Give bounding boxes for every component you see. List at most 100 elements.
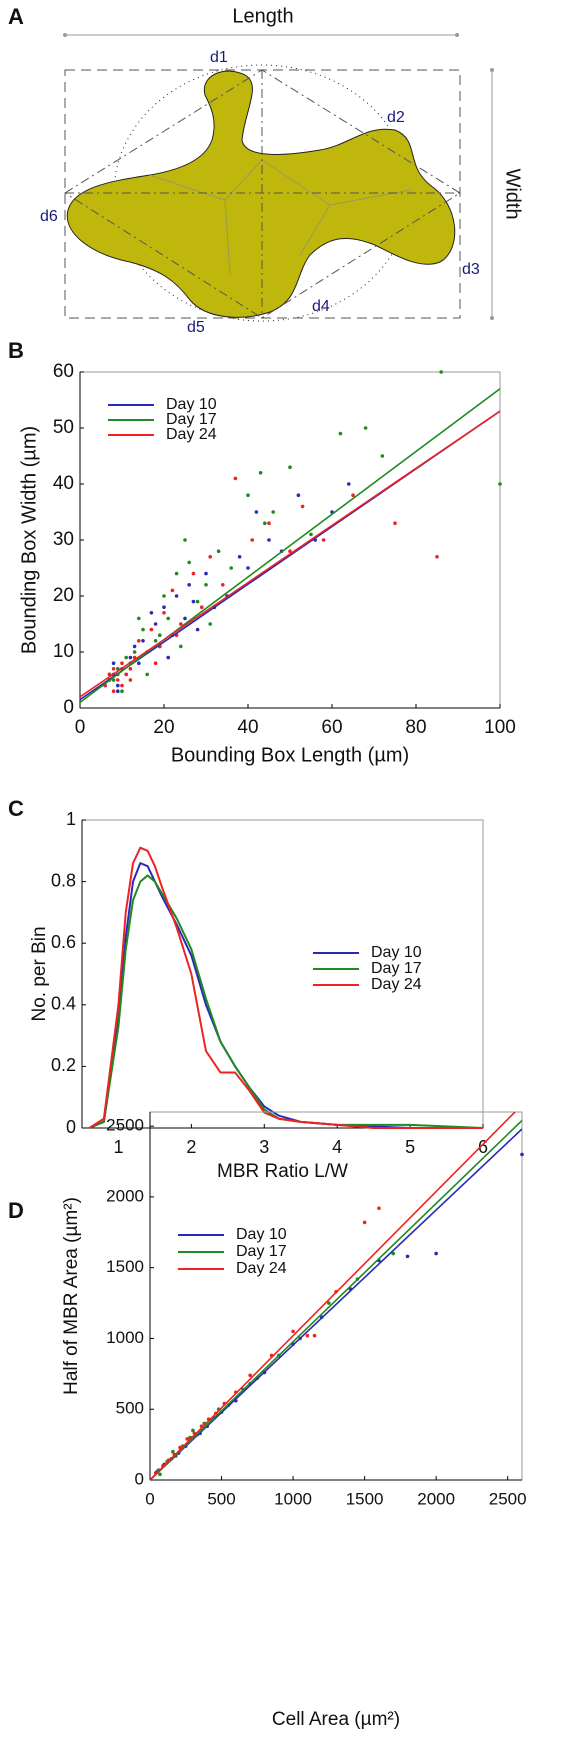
y-tick-label: 0.6 xyxy=(51,932,76,952)
legend-label: Day 17 xyxy=(236,1243,287,1260)
point xyxy=(246,566,250,570)
point xyxy=(166,655,170,660)
skeleton xyxy=(149,159,411,276)
point xyxy=(187,583,191,587)
point xyxy=(170,588,175,593)
fit-line xyxy=(150,1112,517,1480)
point xyxy=(254,510,259,514)
x-tick-label: 100 xyxy=(484,717,516,738)
cell-shape xyxy=(66,70,456,318)
point xyxy=(221,583,225,587)
y-axis-label: Bounding Box Width (µm) xyxy=(18,426,40,654)
d-label: d6 xyxy=(40,208,58,225)
fit-line xyxy=(150,1128,522,1480)
point xyxy=(300,504,305,509)
point xyxy=(158,633,162,637)
panel-label: D xyxy=(8,1198,24,1223)
point xyxy=(204,583,208,587)
point xyxy=(434,1251,438,1256)
x-tick-label: 2000 xyxy=(417,1489,455,1508)
point xyxy=(267,521,271,525)
point xyxy=(137,661,141,665)
point xyxy=(149,611,154,615)
point xyxy=(183,616,187,621)
x-tick-label: 60 xyxy=(321,717,342,738)
point xyxy=(187,560,191,565)
point xyxy=(208,622,212,626)
point xyxy=(195,599,200,604)
point xyxy=(312,1333,317,1338)
legend-label: Day 10 xyxy=(166,396,217,413)
point xyxy=(145,672,149,677)
point xyxy=(128,667,133,671)
y-tick-label: 40 xyxy=(53,473,74,494)
d-label: d2 xyxy=(387,109,405,126)
point xyxy=(347,482,351,486)
point xyxy=(338,431,343,436)
x-tick-label: 5 xyxy=(405,1137,415,1157)
legend-label: Day 10 xyxy=(236,1226,287,1243)
point xyxy=(191,571,196,576)
point xyxy=(271,510,276,514)
point xyxy=(296,493,301,498)
point xyxy=(171,1449,175,1454)
point xyxy=(111,678,116,682)
y-tick-label: 500 xyxy=(116,1399,144,1418)
x-tick-label: 500 xyxy=(207,1489,235,1508)
point xyxy=(116,689,120,693)
point xyxy=(116,678,120,682)
point xyxy=(250,538,254,542)
x-tick-label: 0 xyxy=(75,717,86,738)
point xyxy=(111,689,116,693)
point xyxy=(174,571,179,576)
x-axis-label: Cell Area (µm²) xyxy=(272,1709,400,1730)
panel-a: A Length Width d1 d2 d3 d4 d5 d6 xyxy=(8,4,524,336)
point xyxy=(321,538,326,542)
y-tick-label: 0.4 xyxy=(51,994,76,1014)
point xyxy=(305,1333,310,1338)
point xyxy=(288,465,292,470)
y-tick-label: 0 xyxy=(66,1117,76,1137)
point xyxy=(166,616,170,621)
legend-label: Day 17 xyxy=(371,960,422,977)
point xyxy=(174,594,179,598)
legend-label: Day 24 xyxy=(236,1260,287,1277)
y-tick-label: 0.8 xyxy=(51,870,76,890)
line xyxy=(88,874,484,1129)
point xyxy=(124,655,128,660)
point xyxy=(128,655,133,660)
point xyxy=(391,1251,396,1256)
chart: C 0 0.2 0.4 0.6 0.8 1 1 2 3 4 5 6 MBR Ratio L/W No. pe… xyxy=(8,796,488,1182)
panel-label: B xyxy=(8,338,24,363)
d-label: d5 xyxy=(187,319,205,336)
plot-frame xyxy=(79,371,501,709)
d-label: d3 xyxy=(462,261,480,278)
point xyxy=(393,521,397,525)
point xyxy=(439,370,444,374)
legend-label: Day 17 xyxy=(166,411,217,428)
x-tick-label: 1000 xyxy=(274,1489,312,1508)
point xyxy=(153,622,158,626)
end-dot xyxy=(455,33,459,37)
legend-label: Day 24 xyxy=(371,976,422,993)
point xyxy=(162,611,166,615)
y-tick-label: 0 xyxy=(63,697,74,718)
point xyxy=(179,644,183,649)
point xyxy=(162,605,166,609)
point xyxy=(258,471,263,475)
point xyxy=(520,1152,524,1157)
x-axis-label: MBR Ratio L/W xyxy=(217,1161,348,1182)
point xyxy=(132,650,137,654)
x-tick-label: 2 xyxy=(186,1137,196,1157)
x-tick-label: 6 xyxy=(478,1137,488,1157)
point xyxy=(185,1437,189,1441)
x-tick-label: 40 xyxy=(237,717,258,738)
y-tick-label: 1000 xyxy=(106,1328,144,1347)
point xyxy=(362,1220,367,1225)
point xyxy=(498,482,502,486)
point xyxy=(327,1301,331,1305)
plot-frame xyxy=(81,819,484,1129)
point xyxy=(128,678,133,682)
